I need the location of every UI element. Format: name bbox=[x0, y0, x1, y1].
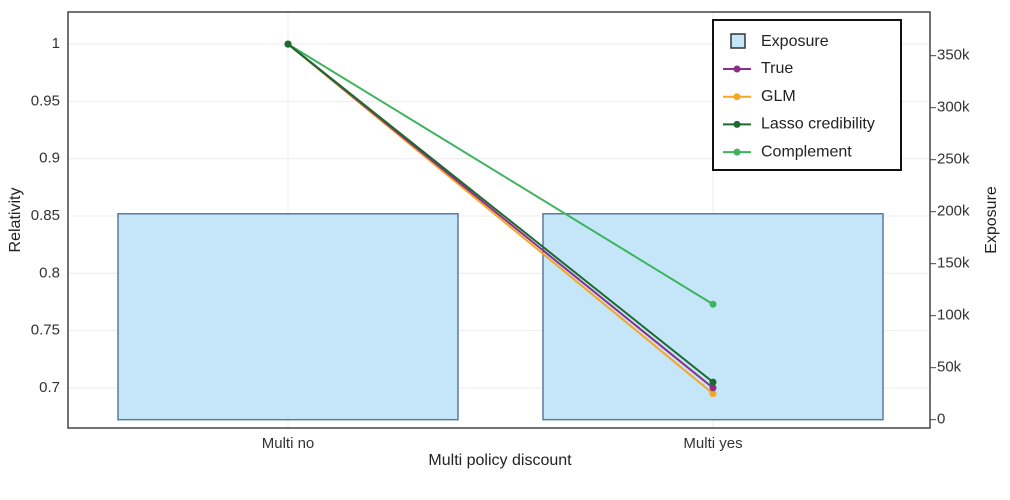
legend-marker-lasso-credibility bbox=[733, 120, 741, 128]
y2-tick-label: 50k bbox=[937, 359, 962, 376]
y-axis-right: 0 50k 100k 150k 200k 250k 300k 350k bbox=[930, 47, 970, 428]
x-tick-label: Multi yes bbox=[683, 435, 742, 452]
y2-axis-title: Exposure bbox=[983, 186, 1000, 254]
legend-entry-lasso-credibility: Lasso credibility bbox=[723, 116, 875, 133]
y-tick-label: 0.75 bbox=[31, 322, 60, 339]
legend-entry-true: True bbox=[723, 60, 793, 77]
y2-tick-label: 250k bbox=[937, 151, 970, 168]
y2-tick-label: 300k bbox=[937, 99, 970, 116]
exposure-bar-multi-no bbox=[117, 213, 459, 421]
legend-label-true: True bbox=[761, 60, 793, 77]
y2-tick-label: 350k bbox=[937, 47, 970, 64]
point-complement-multi-yes bbox=[709, 300, 717, 308]
legend-marker-true bbox=[733, 65, 741, 73]
legend-entry-exposure: Exposure bbox=[730, 33, 829, 50]
series-line-lasso-credibility bbox=[287, 43, 714, 383]
legend-line-entries: True GLM Lasso credibility Complement bbox=[723, 60, 875, 160]
legend-label-complement: Complement bbox=[761, 143, 852, 160]
x-axis-title: Multi policy discount bbox=[428, 452, 572, 469]
y-tick-label: 1 bbox=[52, 35, 60, 52]
y2-tick-label: 150k bbox=[937, 255, 970, 272]
series-line-complement bbox=[287, 43, 714, 306]
exposure-bars bbox=[117, 213, 884, 421]
x-tick-label: Multi no bbox=[262, 435, 315, 452]
y-tick-label: 0.9 bbox=[39, 150, 60, 167]
legend-swatch-exposure bbox=[730, 33, 746, 49]
plot-frame bbox=[67, 11, 931, 429]
x-axis: Multi no Multi yes bbox=[262, 435, 743, 452]
y-tick-label: 0.85 bbox=[31, 207, 60, 224]
y-axis-title: Relativity bbox=[7, 188, 24, 253]
y-tick-label: 0.7 bbox=[39, 379, 60, 396]
legend-entry-complement: Complement bbox=[723, 143, 852, 160]
legend: Exposure True GLM Lasso credibility Complem… bbox=[712, 19, 902, 171]
y-axis-left: 0.7 0.75 0.8 0.85 0.9 0.95 1 bbox=[31, 35, 60, 396]
legend-entry-glm: GLM bbox=[723, 88, 796, 105]
relativity-lines bbox=[284, 40, 717, 398]
point-true-multi-yes bbox=[709, 384, 717, 392]
y-tick-label: 0.8 bbox=[39, 264, 60, 281]
y-tick-label: 0.95 bbox=[31, 92, 60, 109]
y2-tick-label: 0 bbox=[937, 411, 945, 428]
point-glm-multi-yes bbox=[709, 390, 717, 398]
y2-tick-label: 200k bbox=[937, 203, 970, 220]
legend-label-lasso-credibility: Lasso credibility bbox=[761, 116, 875, 133]
legend-label-exposure: Exposure bbox=[761, 33, 829, 50]
point-lasso-credibility-multi-no bbox=[284, 40, 292, 48]
point-lasso-credibility-multi-yes bbox=[709, 378, 717, 386]
legend-marker-glm bbox=[733, 93, 741, 101]
y2-tick-label: 100k bbox=[937, 307, 970, 324]
legend-label-glm: GLM bbox=[761, 88, 796, 105]
legend-marker-complement bbox=[733, 148, 741, 156]
